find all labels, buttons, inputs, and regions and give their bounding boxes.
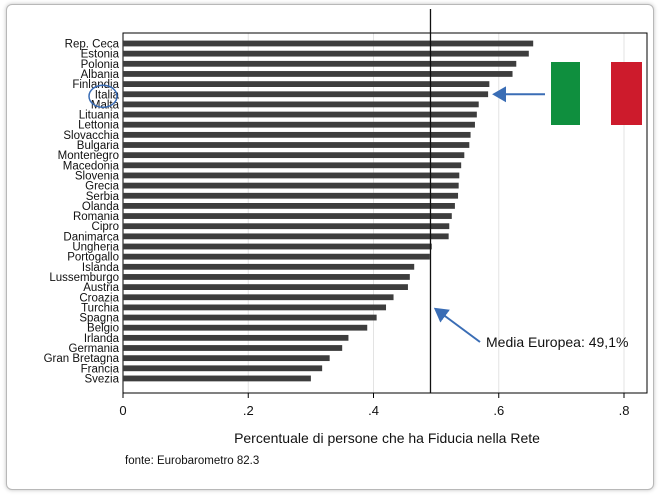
category-label: Lussemburgo [49,272,119,284]
category-label: Portogallo [67,252,119,264]
category-label: Turchia [81,302,120,314]
x-tick-label: 0 [119,403,126,418]
italy-flag [551,62,642,125]
category-label: Lituania [79,110,120,122]
category-label: Malta [91,99,120,111]
bar [123,152,465,159]
category-label: Polonia [81,59,120,71]
bar [123,223,450,230]
bar [123,263,415,270]
category-label: Francia [81,363,120,375]
category-label: Estonia [81,49,120,61]
bar [123,81,490,87]
bar [123,274,410,280]
category-label: Albania [81,69,120,81]
bar [123,111,477,118]
category-label: Montenegro [58,150,119,162]
bar [123,50,529,57]
category-label: Slovenia [75,170,120,182]
category-label: Svezia [84,373,119,385]
category-label: Austria [83,282,119,294]
bar [123,131,471,138]
category-label: Olanda [82,201,120,213]
flag-stripe-white [580,62,611,125]
category-label: Romania [73,211,120,223]
category-label: Croazia [79,292,119,304]
bar [123,172,460,179]
category-label: Belgio [87,323,119,335]
bar [123,284,408,290]
bar [123,192,459,199]
x-tick-label: .2 [243,403,254,418]
bar [123,60,517,67]
category-label: Bulgaria [77,140,120,152]
category-label: Rep. Ceca [65,39,120,51]
highlight-circle [88,84,118,108]
category-label: Islanda [82,262,120,274]
category-label: Gran Bretagna [44,353,120,365]
bar [123,294,394,301]
bar [123,121,475,128]
category-label: Macedonia [63,160,120,172]
bar [123,203,455,209]
chart-frame: Rep. Ceca Estonia Polonia Albania Finlandia I… [6,4,654,490]
bar [123,253,430,260]
category-label: Finlandia [72,79,119,91]
category-label: Germania [69,343,120,355]
category-label: Danimarca [63,231,119,243]
category-label: Ungheria [72,242,119,254]
flag-stripe-green [551,62,580,125]
reference-arrow [433,307,481,343]
category-label: Spagna [79,313,119,325]
bar [123,365,323,372]
bar [123,142,470,148]
bar [123,355,330,362]
bar-chart: Rep. CecaEstoniaPoloniaAlbaniaFinlandiaI… [44,9,648,467]
bar [123,40,534,47]
category-label: Slovacchia [63,130,119,142]
bar [123,304,387,311]
category-label: Cipro [92,221,119,233]
bar [123,345,343,351]
category-label: Lettonia [78,120,120,132]
bars [123,40,534,382]
bar [123,314,377,321]
category-label: Serbia [86,191,120,203]
plot-border [122,32,648,394]
bar [123,375,311,382]
bar [123,213,452,219]
x-tick-label: .6 [493,403,504,418]
bar [123,91,489,98]
annotations: Media Europea: 49,1% [88,62,642,350]
bar [123,233,449,240]
flag-stripe-red [611,62,642,125]
bar [123,162,462,169]
reference-label: Media Europea: 49,1% [486,334,628,350]
x-ticks: 0 .2 .4 .6 .8 [119,393,629,418]
x-tick-label: .8 [619,403,630,418]
bar [123,324,368,331]
source-note: fonte: Eurobarometro 82.3 [125,455,259,467]
bar [123,71,513,77]
category-label: Grecia [85,181,119,193]
x-axis-title: Percentuale di persone che ha Fiducia ne… [234,430,540,446]
bar [123,182,459,189]
bar [123,334,349,341]
category-label: Italia [95,89,120,101]
bar [123,101,479,108]
category-label: Irlanda [84,333,120,345]
bar [123,243,432,250]
category-labels: Rep. CecaEstoniaPoloniaAlbaniaFinlandiaI… [44,39,120,386]
x-tick-label: .4 [368,403,379,418]
